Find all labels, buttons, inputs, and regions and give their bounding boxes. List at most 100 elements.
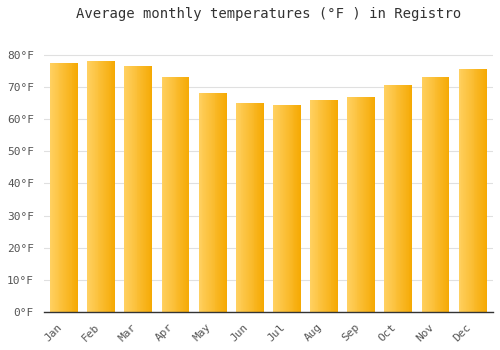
Bar — [460, 69, 462, 312]
Bar — [240, 103, 242, 312]
Bar — [432, 77, 434, 312]
Bar — [170, 77, 171, 312]
Bar — [223, 93, 224, 312]
Bar — [468, 69, 469, 312]
Bar — [134, 66, 136, 312]
Bar — [296, 105, 297, 312]
Bar — [171, 77, 172, 312]
Bar — [198, 93, 200, 312]
Bar — [365, 97, 366, 312]
Bar — [390, 85, 391, 312]
Bar — [396, 85, 398, 312]
Bar — [133, 66, 134, 312]
Bar — [77, 63, 78, 312]
Bar — [318, 100, 320, 312]
Bar — [98, 61, 100, 312]
Bar — [481, 69, 482, 312]
Bar — [312, 100, 313, 312]
Bar — [103, 61, 104, 312]
Bar — [352, 97, 353, 312]
Bar — [405, 85, 406, 312]
Bar — [353, 97, 354, 312]
Bar — [313, 100, 314, 312]
Bar — [107, 61, 108, 312]
Bar — [422, 77, 424, 312]
Bar — [282, 105, 283, 312]
Bar — [132, 66, 133, 312]
Bar — [472, 69, 474, 312]
Bar — [436, 77, 438, 312]
Bar — [131, 66, 132, 312]
Title: Average monthly temperatures (°F ) in Registro: Average monthly temperatures (°F ) in Re… — [76, 7, 461, 21]
Bar — [323, 100, 324, 312]
Bar — [184, 77, 185, 312]
Bar — [182, 77, 183, 312]
Bar — [362, 97, 363, 312]
Bar — [216, 93, 218, 312]
Bar — [288, 105, 289, 312]
Bar — [363, 97, 364, 312]
Bar — [322, 100, 323, 312]
Bar — [76, 63, 77, 312]
Bar — [429, 77, 430, 312]
Bar — [145, 66, 146, 312]
Bar — [444, 77, 445, 312]
Bar — [60, 63, 62, 312]
Bar — [62, 63, 63, 312]
Bar — [126, 66, 127, 312]
Bar — [256, 103, 257, 312]
Bar — [237, 103, 238, 312]
Bar — [92, 61, 93, 312]
Bar — [285, 105, 286, 312]
Bar — [289, 105, 290, 312]
Bar — [263, 103, 264, 312]
Bar — [427, 77, 428, 312]
Bar — [222, 93, 223, 312]
Bar — [144, 66, 145, 312]
Bar — [370, 97, 372, 312]
Bar — [245, 103, 246, 312]
Bar — [112, 61, 114, 312]
Bar — [391, 85, 392, 312]
Bar — [430, 77, 431, 312]
Bar — [298, 105, 299, 312]
Bar — [207, 93, 208, 312]
Bar — [328, 100, 330, 312]
Bar — [202, 93, 203, 312]
Bar — [142, 66, 143, 312]
Bar — [280, 105, 281, 312]
Bar — [434, 77, 436, 312]
Bar — [290, 105, 292, 312]
Bar — [428, 77, 429, 312]
Bar — [424, 77, 426, 312]
Bar — [330, 100, 332, 312]
Bar — [252, 103, 254, 312]
Bar — [387, 85, 388, 312]
Bar — [167, 77, 168, 312]
Bar — [441, 77, 442, 312]
Bar — [337, 100, 338, 312]
Bar — [448, 77, 450, 312]
Bar — [101, 61, 102, 312]
Bar — [214, 93, 216, 312]
Bar — [366, 97, 367, 312]
Bar — [260, 103, 261, 312]
Bar — [94, 61, 96, 312]
Bar — [368, 97, 370, 312]
Bar — [65, 63, 66, 312]
Bar — [259, 103, 260, 312]
Bar — [348, 97, 349, 312]
Bar — [410, 85, 412, 312]
Bar — [287, 105, 288, 312]
Bar — [204, 93, 205, 312]
Bar — [67, 63, 68, 312]
Bar — [224, 93, 226, 312]
Bar — [56, 63, 58, 312]
Bar — [127, 66, 128, 312]
Bar — [300, 105, 301, 312]
Bar — [480, 69, 481, 312]
Bar — [262, 103, 263, 312]
Bar — [219, 93, 220, 312]
Bar — [469, 69, 470, 312]
Bar — [143, 66, 144, 312]
